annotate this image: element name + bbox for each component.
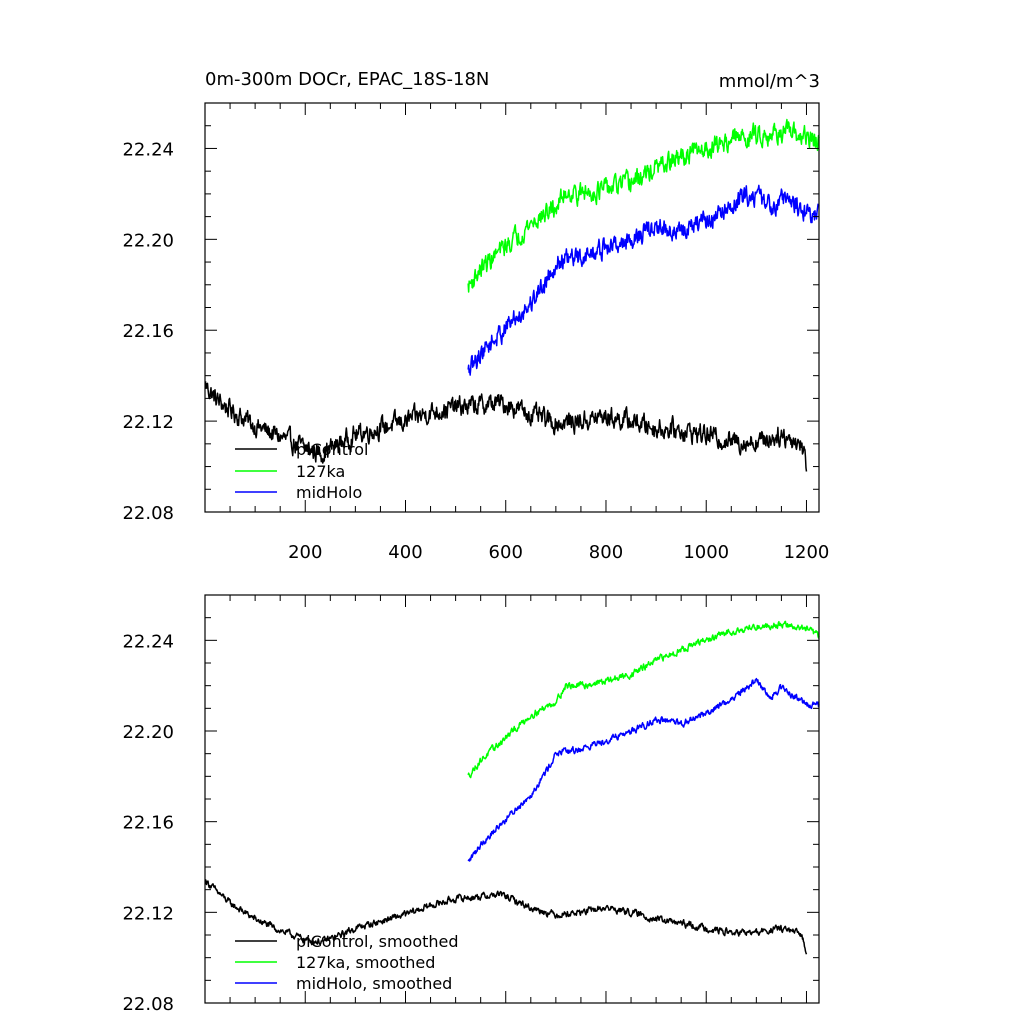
bottom-series-line-picontrol bbox=[204, 879, 808, 955]
bottom-legend-label-127ka: 127ka, smoothed bbox=[296, 953, 435, 972]
bottom-legend-item-picontrol: piControl, smoothed bbox=[235, 932, 459, 951]
top-legend-label-midholo: midHolo bbox=[296, 483, 362, 502]
bottom-legend-label-picontrol: piControl, smoothed bbox=[296, 932, 459, 951]
top-legend-item-127ka: 127ka bbox=[235, 462, 345, 481]
bottom-panel: 22.08 22.12 22.16 22.20 22.24 piControl, smo… bbox=[122, 594, 820, 1015]
top-x-tick-label: 1200 bbox=[784, 542, 830, 563]
top-legend-item-picontrol: piControl bbox=[235, 440, 368, 459]
bottom-y-tick-label: 22.20 bbox=[122, 722, 174, 743]
top-series bbox=[204, 118, 820, 472]
top-title: 0m-300m DOCr, EPAC_18S-18N bbox=[205, 69, 489, 90]
top-series-line-picontrol bbox=[204, 381, 808, 472]
bottom-legend-label-midholo: midHolo, smoothed bbox=[296, 974, 452, 993]
bottom-y-tick-label: 22.16 bbox=[122, 813, 174, 834]
bottom-y-tick-label: 22.08 bbox=[122, 994, 174, 1015]
top-units: mmol/m^3 bbox=[719, 71, 820, 92]
top-series-line-127ka bbox=[467, 118, 820, 293]
bottom-series-line-midholo bbox=[467, 677, 820, 862]
top-y-tick-label: 22.08 bbox=[122, 503, 174, 524]
bottom-series-line-127ka bbox=[467, 620, 820, 779]
top-series-line-midholo bbox=[467, 184, 820, 376]
top-legend: piControl 127ka midHolo bbox=[235, 440, 368, 502]
top-x-tick-label: 200 bbox=[288, 542, 322, 563]
top-x-tick-label: 400 bbox=[388, 542, 422, 563]
top-legend-label-picontrol: piControl bbox=[296, 440, 368, 459]
top-axes: 22.08 22.12 22.16 22.20 22.24 200 400 600 800 100… bbox=[122, 102, 830, 563]
top-y-tick-label: 22.20 bbox=[122, 230, 174, 251]
bottom-series bbox=[204, 620, 820, 955]
bottom-axes: 22.08 22.12 22.16 22.20 22.24 bbox=[122, 594, 820, 1015]
top-y-tick-label: 22.16 bbox=[122, 321, 174, 342]
top-x-tick-label: 800 bbox=[589, 542, 623, 563]
top-x-tick-label: 600 bbox=[489, 542, 523, 563]
top-x-tick-label: 1000 bbox=[683, 542, 729, 563]
bottom-y-tick-label: 22.12 bbox=[122, 903, 174, 924]
bottom-legend: piControl, smoothed 127ka, smoothed midH… bbox=[235, 932, 459, 993]
bottom-legend-item-127ka: 127ka, smoothed bbox=[235, 953, 435, 972]
top-y-tick-label: 22.24 bbox=[122, 139, 174, 160]
top-legend-item-midholo: midHolo bbox=[235, 483, 362, 502]
bottom-y-tick-label: 22.24 bbox=[122, 631, 174, 652]
top-panel: 0m-300m DOCr, EPAC_18S-18N mmol/m^3 22.0… bbox=[122, 69, 829, 563]
top-legend-label-127ka: 127ka bbox=[296, 462, 345, 481]
bottom-legend-item-midholo: midHolo, smoothed bbox=[235, 974, 452, 993]
top-y-tick-label: 22.12 bbox=[122, 412, 174, 433]
